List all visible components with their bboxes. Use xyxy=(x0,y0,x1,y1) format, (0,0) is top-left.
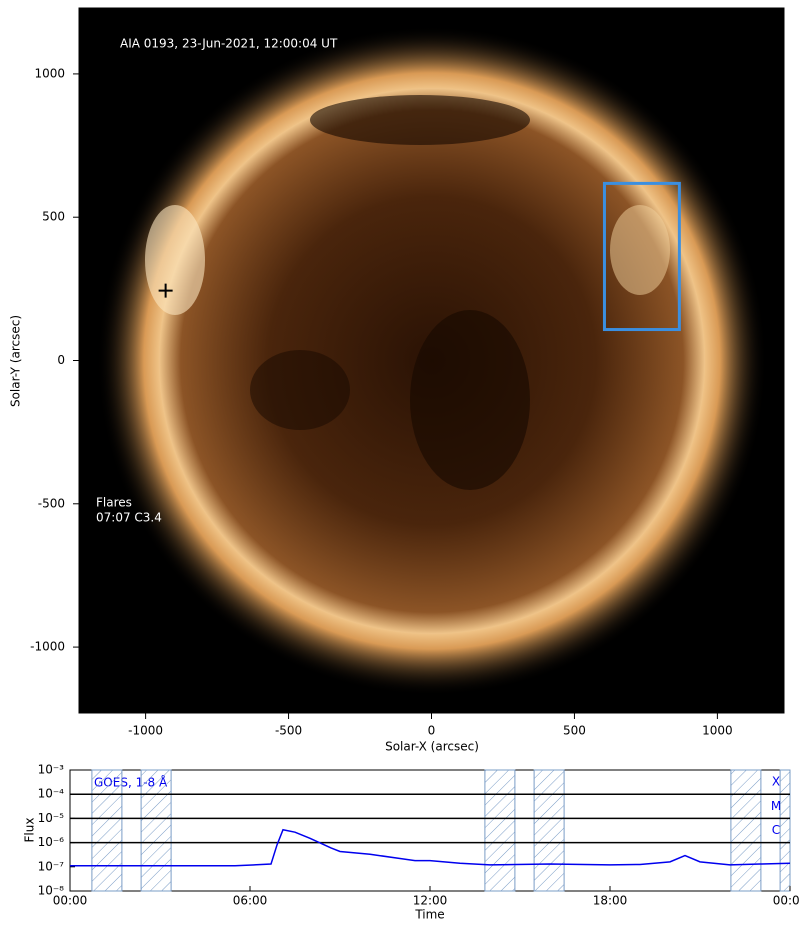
y-tick-label: 10⁻³ xyxy=(38,763,65,777)
data-gap xyxy=(484,769,516,892)
image-title: AIA 0193, 23-Jun-2021, 12:00:04 UT xyxy=(120,37,338,51)
x-tick-label: 0 xyxy=(428,724,436,738)
y-tick-label: 10⁻⁴ xyxy=(38,787,65,801)
level-label: M xyxy=(771,799,781,813)
flux-line xyxy=(70,828,791,867)
level-label: X xyxy=(772,775,780,789)
active-region xyxy=(610,205,670,295)
sun-image xyxy=(97,26,767,696)
coronal-hole xyxy=(250,350,350,430)
data-gap xyxy=(779,769,791,892)
data-gap xyxy=(730,769,762,892)
x-axis-label: Time xyxy=(414,908,444,922)
x-tick-label: 1000 xyxy=(702,724,733,738)
level-label: C xyxy=(772,823,780,837)
data-gap xyxy=(140,769,172,892)
x-tick-label: 00:00 xyxy=(773,894,799,908)
annotation: Flares xyxy=(96,496,132,510)
annotation: 07:07 C3.4 xyxy=(96,511,162,525)
y-tick-label: -500 xyxy=(38,496,65,510)
x-tick-label: 500 xyxy=(563,724,586,738)
region-box xyxy=(602,181,681,332)
goes-frame xyxy=(69,769,791,892)
y-tick-label: 10⁻⁷ xyxy=(38,859,65,873)
marker xyxy=(158,283,173,298)
coronal-hole xyxy=(310,95,530,145)
x-tick-label: -1000 xyxy=(128,724,163,738)
y-tick-label: -1000 xyxy=(30,640,65,654)
y-tick-label: 10⁻⁶ xyxy=(38,835,65,849)
y-tick-label: 1000 xyxy=(34,66,65,80)
x-tick-label: 12:00 xyxy=(413,894,448,908)
x-axis-label: Solar-X (arcsec) xyxy=(385,740,479,754)
y-tick-label: 0 xyxy=(57,353,65,367)
x-tick-label: 18:00 xyxy=(593,894,628,908)
data-gap xyxy=(533,769,565,892)
y-tick-label: 10⁻⁸ xyxy=(38,884,65,898)
y-axis-label: Flux xyxy=(23,818,37,843)
active-region xyxy=(145,205,205,315)
x-tick-label: 00:00 xyxy=(53,894,88,908)
y-tick-label: 10⁻⁵ xyxy=(38,811,65,825)
y-axis-label: Solar-Y (arcsec) xyxy=(9,315,23,407)
y-tick-label: 500 xyxy=(42,210,65,224)
x-tick-label: 06:00 xyxy=(233,894,268,908)
coronal-hole xyxy=(410,310,530,490)
data-gap xyxy=(91,769,123,892)
x-tick-label: -500 xyxy=(275,724,302,738)
